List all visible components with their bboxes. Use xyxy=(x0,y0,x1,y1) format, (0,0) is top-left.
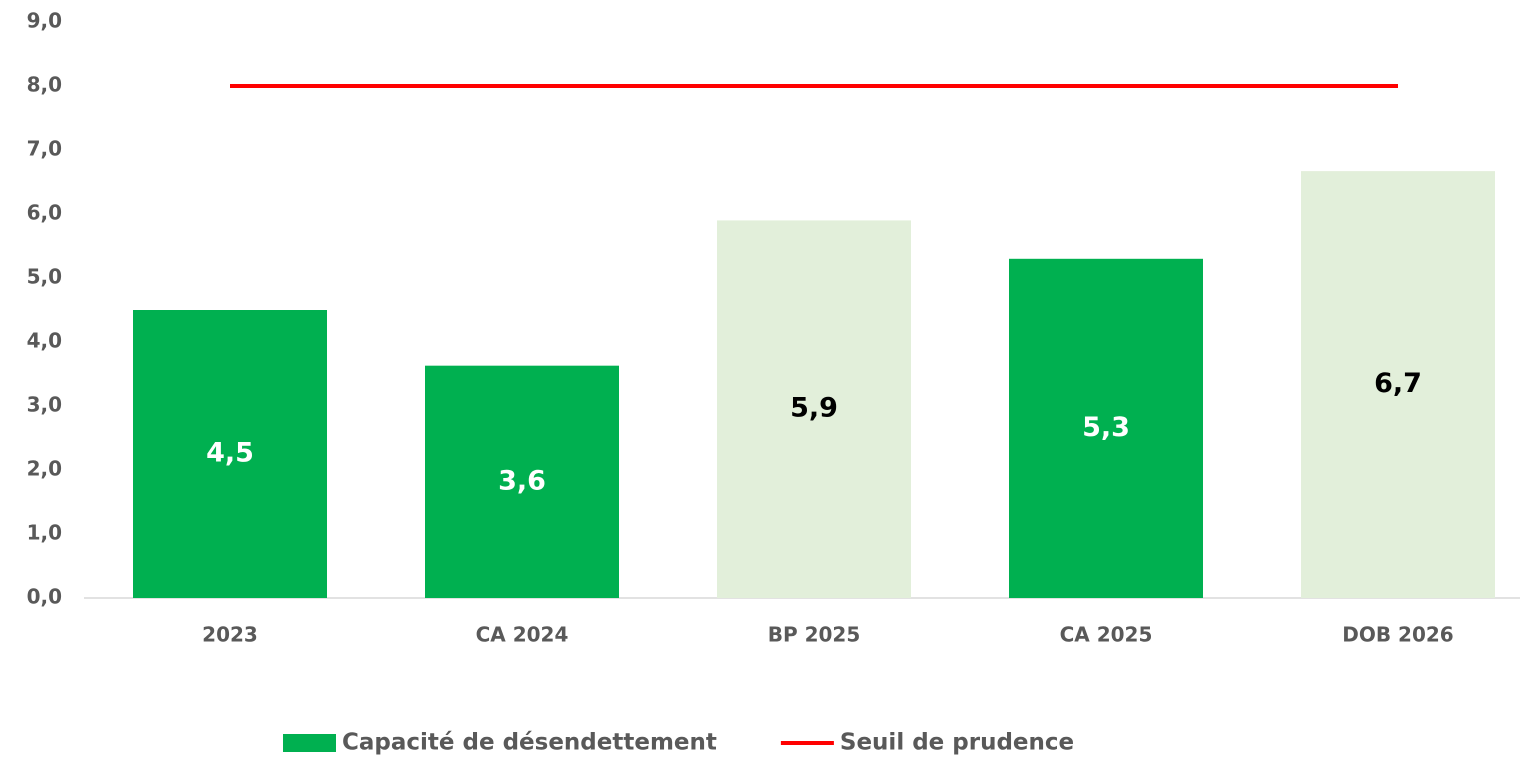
y-tick-label: 9,0 xyxy=(27,9,62,33)
x-tick-label: 2023 xyxy=(202,623,258,647)
bar xyxy=(133,310,327,598)
y-tick-label: 8,0 xyxy=(27,73,62,97)
bar xyxy=(717,220,911,598)
bar xyxy=(1009,258,1203,598)
legend-label: Capacité de désendettement xyxy=(342,730,717,756)
data-label: 5,9 xyxy=(790,393,838,424)
y-tick-label: 0,0 xyxy=(27,585,62,609)
bar xyxy=(425,365,619,598)
x-tick-label: BP 2025 xyxy=(768,623,861,647)
data-label: 6,7 xyxy=(1374,368,1422,399)
x-tick-label: DOB 2026 xyxy=(1342,623,1453,647)
data-label: 4,5 xyxy=(206,438,254,469)
y-tick-label: 4,0 xyxy=(27,329,62,353)
data-label: 3,6 xyxy=(498,465,546,496)
y-tick-label: 5,0 xyxy=(27,265,62,289)
data-label: 5,3 xyxy=(1082,412,1130,443)
x-tick-label: CA 2025 xyxy=(1060,623,1153,647)
legend-swatch xyxy=(283,734,336,752)
x-tick-label: CA 2024 xyxy=(476,623,569,647)
y-tick-label: 2,0 xyxy=(27,457,62,481)
y-tick-label: 6,0 xyxy=(27,201,62,225)
y-tick-label: 7,0 xyxy=(27,137,62,161)
y-tick-label: 1,0 xyxy=(27,521,62,545)
y-tick-label: 3,0 xyxy=(27,393,62,417)
bar xyxy=(1301,171,1495,598)
legend-label: Seuil de prudence xyxy=(840,730,1074,756)
